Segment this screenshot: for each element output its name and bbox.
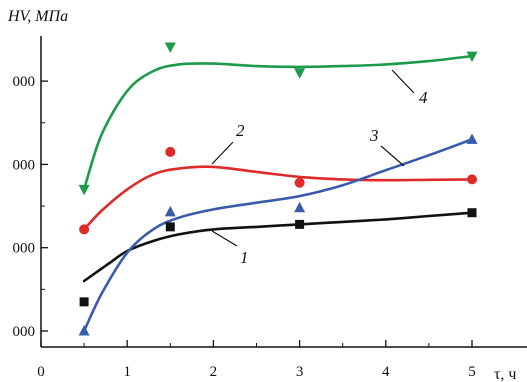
curve-label: 2 (236, 121, 245, 140)
curve-label-leader (391, 69, 415, 94)
series-3-point (466, 133, 478, 144)
x-tick-label: 3 (296, 364, 304, 380)
series-1-point (295, 219, 305, 229)
series-2-point (79, 224, 90, 235)
y-tick-label: 000 (13, 157, 36, 173)
y-tick-label: 000 (13, 324, 36, 340)
series-2-point (165, 146, 176, 157)
axes: 0 1 2 3 4 5 000 000 000 000 (13, 36, 527, 380)
series-3-point (78, 325, 90, 336)
series-3-point (294, 201, 306, 213)
curve-labels: 1 2 3 4 (211, 69, 428, 267)
x-tick-label: 0 (37, 364, 45, 380)
x-tick-label: 1 (123, 364, 131, 380)
curve-label: 1 (240, 248, 249, 267)
curve-2 (82, 165, 474, 231)
curve-label-leader (211, 141, 234, 165)
curve-label-leader (211, 230, 238, 247)
series-4-point (466, 51, 478, 63)
series-2-point (467, 174, 477, 185)
x-tick-label: 2 (210, 364, 218, 380)
markers (78, 42, 478, 336)
series-3-point (164, 205, 176, 217)
series-4-point (78, 184, 90, 196)
x-axis-title: τ, ч (494, 366, 516, 382)
curve-label-leader (380, 145, 405, 167)
series-4-point (294, 68, 306, 79)
series-2-point (294, 177, 305, 188)
curves (82, 54, 474, 333)
series-4-point (164, 42, 176, 53)
curve-3 (82, 138, 474, 333)
series-1-point (79, 297, 89, 307)
curve-label: 3 (369, 126, 379, 145)
series-1-point (467, 208, 477, 218)
series-1-point (165, 222, 175, 232)
curve-4 (82, 54, 474, 191)
x-tick-label: 4 (382, 364, 390, 380)
y-axis-title: HV, МПа (7, 8, 68, 25)
y-tick-label: 000 (13, 74, 36, 90)
y-tick-label: 000 (13, 241, 36, 257)
curve-label: 4 (419, 88, 428, 107)
curve-1 (82, 211, 474, 283)
x-tick-label: 5 (468, 364, 476, 380)
